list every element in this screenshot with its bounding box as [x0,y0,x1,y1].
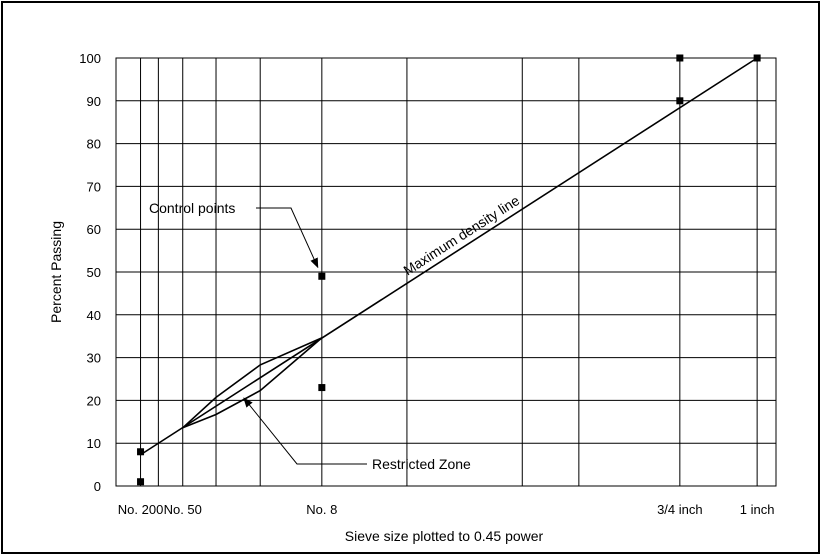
restricted-zone-leader [243,397,367,465]
x-tick-label: No. 50 [164,502,202,517]
control-point-marker [753,54,761,62]
control-point-marker [137,448,145,456]
y-tick-label: 100 [79,51,101,66]
restricted-zone-lower [182,337,323,429]
y-tick-label: 0 [94,479,101,494]
y-tick-label: 20 [87,393,101,408]
plot-area [115,57,777,487]
y-tick-label: 40 [87,308,101,323]
x-tick-label: No. 200 [118,502,164,517]
maximum-density-line-label: Maximum density line [400,192,522,278]
x-tick-label: 1 inch [740,502,775,517]
annotations: Control points Maximum density line Restri… [149,192,522,472]
control-point-marker [318,384,326,392]
control-point-marker [676,97,684,105]
control-point-marker [318,272,326,280]
control-points-leader [256,207,319,269]
y-tick-label: 80 [87,137,101,152]
y-tick-label: 70 [87,179,101,194]
x-axis-title: Sieve size plotted to 0.45 power [345,528,544,544]
y-axis-title: Percent Passing [48,221,64,323]
control-points-label: Control points [149,200,235,216]
control-point-marker [137,478,145,486]
control-point-marker [676,54,684,62]
x-tick-label: No. 8 [306,502,337,517]
y-tick-label: 10 [87,436,101,451]
series [137,54,761,486]
maximum-density-line [140,57,758,456]
y-tick-label: 30 [87,351,101,366]
restricted-zone-label: Restricted Zone [372,456,471,472]
grid [116,57,776,487]
y-tick-label: 90 [87,94,101,109]
y-tick-label: 50 [87,265,101,280]
y-tick-label: 60 [87,222,101,237]
x-tick-label: 3/4 inch [657,502,703,517]
restricted-zone-upper [182,337,323,429]
tick-labels: 0 10 20 30 40 50 60 70 80 90 100 No. 200 No. 50 No. 8… [79,51,774,517]
